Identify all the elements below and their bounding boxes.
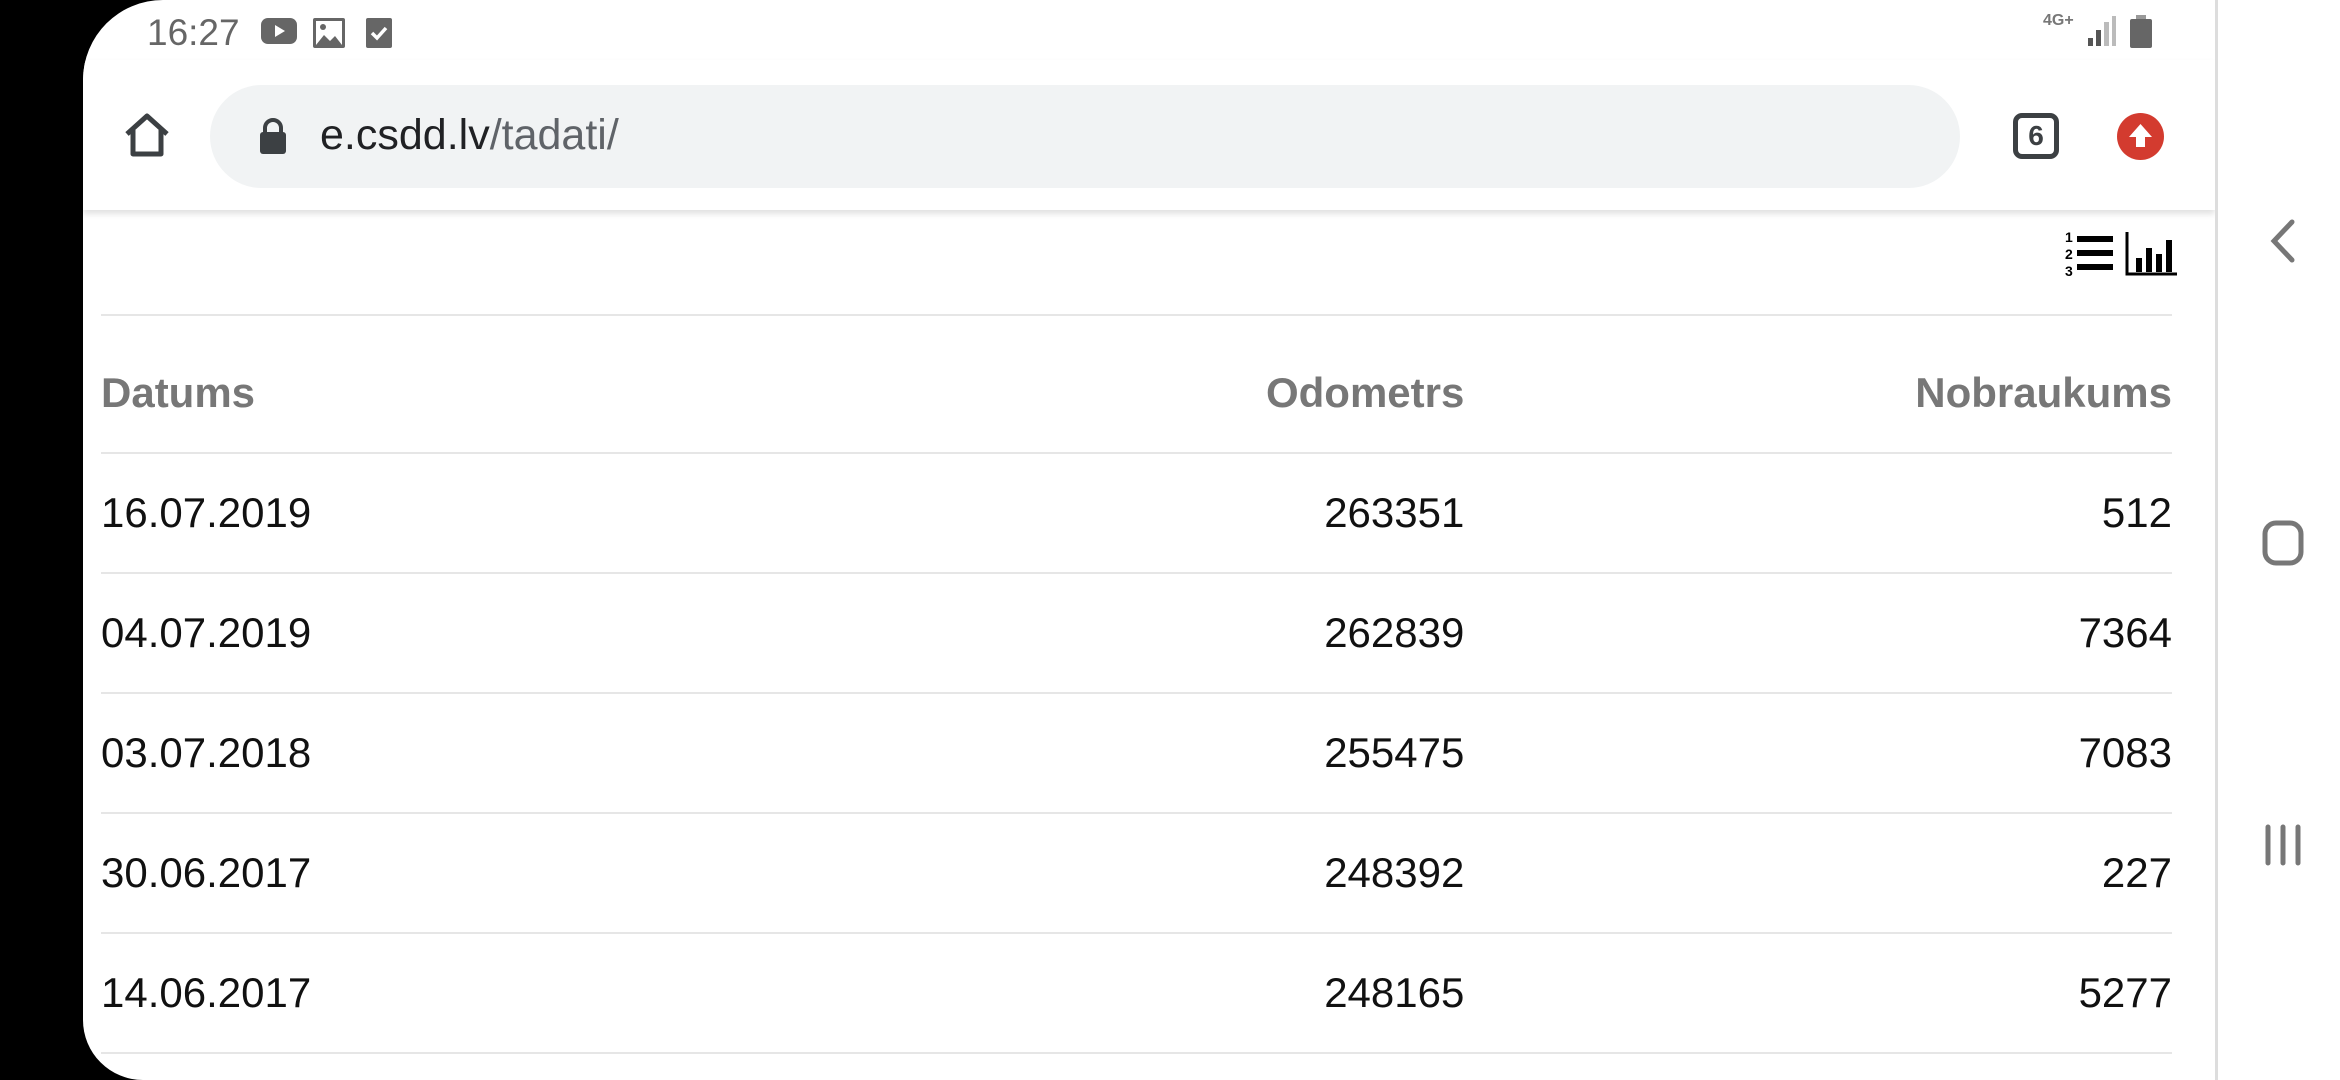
header-nobraukums[interactable]: Nobraukums [1915,369,2172,416]
cell-date: 16.07.2019 [101,489,312,536]
network-type: 4G+ [2043,12,2074,29]
odometer-table: Datums Odometrs Nobraukums 16.07.2019 263… [101,314,2172,1054]
cell-mileage: 227 [2101,849,2172,896]
cell-mileage: 512 [2101,489,2172,536]
lock-icon [260,118,286,154]
cell-odometer: 248392 [1324,849,1465,896]
svg-text:3: 3 [2065,263,2073,276]
status-bar: 16:27 4G+ [83,0,2215,60]
home-icon[interactable] [123,112,171,158]
back-icon[interactable] [2268,218,2298,264]
table-header-row: Datums Odometrs Nobraukums [101,315,2172,453]
recents-icon[interactable] [2263,824,2303,866]
url-bar[interactable]: e.csdd.lv/tadati/ [210,85,1960,188]
cell-odometer: 263351 [1324,489,1465,536]
url-text: e.csdd.lv/tadati/ [320,111,619,160]
header-datums[interactable]: Datums [101,369,256,416]
cell-date: 14.06.2017 [101,969,312,1016]
youtube-icon [261,18,297,44]
status-time: 16:27 [147,12,240,53]
battery-icon [2130,15,2152,48]
cell-date: 03.07.2018 [101,729,312,776]
cell-odometer: 262839 [1324,609,1465,656]
table-row: 03.07.2018 255475 7083 [101,693,2172,813]
url-path: /tadati/ [489,111,619,159]
numbered-list-icon[interactable]: 123 [2065,228,2115,279]
table-row: 04.07.2019 262839 7364 [101,573,2172,693]
cell-mileage: 5277 [2078,969,2172,1016]
cell-date: 30.06.2017 [101,849,312,896]
home-icon[interactable] [2262,520,2304,566]
cell-odometer: 248165 [1324,969,1465,1016]
cell-odometer: 255475 [1324,729,1465,776]
cell-mileage: 7364 [2078,609,2172,656]
svg-text:1: 1 [2065,229,2073,245]
cell-mileage: 7083 [2078,729,2172,776]
cell-date: 04.07.2019 [101,609,312,656]
table-row: 30.06.2017 248392 227 [101,813,2172,933]
browser-toolbar: e.csdd.lv/tadati/ 6 [83,60,2215,210]
tab-switcher-button[interactable]: 6 [2013,113,2059,159]
table-row: 14.06.2017 248165 5277 [101,933,2172,1053]
upload-icon[interactable] [2117,113,2164,160]
system-nav-bar [2215,0,2340,1080]
signal-icon [2088,16,2116,46]
url-host: e.csdd.lv [320,111,490,159]
bar-chart-icon[interactable] [2125,228,2178,276]
image-icon [313,18,345,48]
svg-text:2: 2 [2065,246,2073,262]
table-row: 16.07.2019 263351 512 [101,453,2172,573]
header-odometrs[interactable]: Odometrs [1265,369,1465,416]
task-check-icon [366,18,392,48]
